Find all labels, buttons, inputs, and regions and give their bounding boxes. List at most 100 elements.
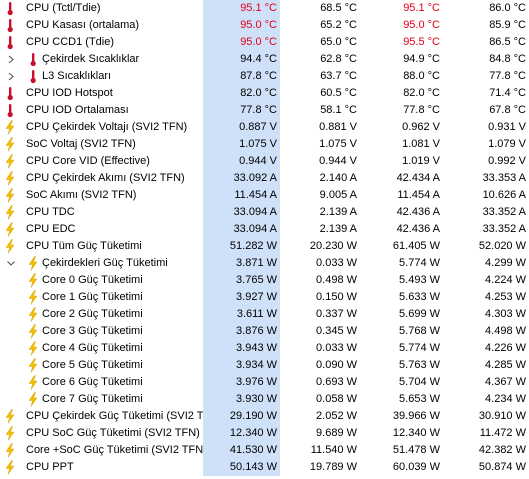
avg-value: 4.253 W [485, 291, 526, 303]
chevron-right-icon[interactable] [6, 68, 16, 85]
sensor-row[interactable]: Core 3 Güç Tüketimi 3.876 W 0.345 W 5.768 W… [0, 323, 529, 340]
current-value: 3.927 W [203, 289, 280, 306]
lightning-bolt-icon [4, 120, 16, 135]
current-value: 33.092 A [203, 170, 280, 187]
max-value: 5.763 W [399, 359, 440, 371]
current-value: 3.943 W [203, 340, 280, 357]
lightning-bolt-icon [4, 188, 16, 203]
avg-value: 84.8 °C [489, 53, 526, 65]
sensor-label: CPU Tüm Güç Tüketimi [26, 240, 142, 252]
sensor-row[interactable]: Core 4 Güç Tüketimi 3.943 W 0.033 W 5.774 W… [0, 340, 529, 357]
sensor-row[interactable]: SoC Voltaj (SVI2 TFN) 1.075 V 1.075 V 1.081… [0, 136, 529, 153]
lightning-bolt-icon [27, 358, 39, 373]
sensor-label: Core 2 Güç Tüketimi [42, 308, 143, 320]
sensor-label: Core 6 Güç Tüketimi [42, 376, 143, 388]
sensor-label: CPU IOD Ortalaması [26, 104, 129, 116]
max-value: 95.5 °C [403, 36, 440, 48]
sensor-name-cell: CPU Çekirdek Akımı (SVI2 TFN) [0, 170, 203, 187]
sensor-row[interactable]: CPU PPT 50.143 W 19.789 W 60.039 W 50.874 W [0, 459, 529, 476]
sensor-row[interactable]: CPU EDC 33.094 A 2.139 A 42.436 A 33.352 A [0, 221, 529, 238]
sensor-row[interactable]: CPU TDC 33.094 A 2.139 A 42.436 A 33.352 A [0, 204, 529, 221]
avg-value: 71.4 °C [489, 87, 526, 99]
min-value: 1.075 V [319, 138, 357, 150]
sensor-row[interactable]: Core 5 Güç Tüketimi 3.934 W 0.090 W 5.763 W… [0, 357, 529, 374]
sensor-row[interactable]: CPU Çekirdek Akımı (SVI2 TFN) 33.092 A 2.1… [0, 170, 529, 187]
sensor-row[interactable]: Core +SoC Güç Tüketimi (SVI2 TFN) 41.530 … [0, 442, 529, 459]
sensor-row[interactable]: Core 0 Güç Tüketimi 3.765 W 0.498 W 5.493 W… [0, 272, 529, 289]
sensor-row[interactable]: CPU Çekirdek Voltajı (SVI2 TFN) 0.887 V 0.… [0, 119, 529, 136]
sensor-label: CPU CCD1 (Tdie) [26, 36, 115, 48]
min-value: 2.140 A [319, 172, 357, 184]
avg-value: 86.5 °C [489, 36, 526, 48]
max-value: 5.774 W [399, 342, 440, 354]
lightning-bolt-icon [27, 290, 39, 305]
sensor-row[interactable]: CPU IOD Ortalaması 77.8 °C 58.1 °C 77.8 °C 6… [0, 102, 529, 119]
max-value: 61.405 W [392, 240, 440, 252]
lightning-bolt-icon [4, 154, 16, 169]
avg-value: 1.079 V [488, 138, 526, 150]
max-value: 5.653 W [399, 393, 440, 405]
sensor-row[interactable]: Core 6 Güç Tüketimi 3.976 W 0.693 W 5.704 W… [0, 374, 529, 391]
sensor-name-cell: Core 3 Güç Tüketimi [0, 323, 203, 340]
min-value: 0.058 W [316, 393, 357, 405]
sensor-row[interactable]: CPU Tüm Güç Tüketimi 51.282 W 20.230 W 61.4… [0, 238, 529, 255]
sensor-label: L3 Sıcaklıkları [42, 70, 112, 82]
sensor-row[interactable]: SoC Akımı (SVI2 TFN) 11.454 A 9.005 A 11.45… [0, 187, 529, 204]
sensor-name-cell: Core 5 Güç Tüketimi [0, 357, 203, 374]
sensor-name-cell: CPU IOD Ortalaması [0, 102, 203, 119]
chevron-right-icon[interactable] [6, 51, 16, 68]
sensor-name-cell: CPU Tüm Güç Tüketimi [0, 238, 203, 255]
sensor-name-cell: CPU Core VID (Effective) [0, 153, 203, 170]
avg-value: 77.8 °C [489, 70, 526, 82]
sensor-row[interactable]: CPU Kasası (ortalama) 95.0 °C 65.2 °C 95.0 … [0, 17, 529, 34]
current-value: 29.190 W [203, 408, 280, 425]
current-value: 50.143 W [203, 459, 280, 476]
lightning-bolt-icon [4, 171, 16, 186]
lightning-bolt-icon [27, 307, 39, 322]
max-value: 77.8 °C [403, 104, 440, 116]
sensor-label: CPU PPT [26, 461, 74, 473]
current-value: 51.282 W [203, 238, 280, 255]
current-value: 77.8 °C [203, 102, 280, 119]
sensor-row[interactable]: Çekirdekleri Güç Tüketimi 3.871 W 0.033 W 5… [0, 255, 529, 272]
sensor-row[interactable]: CPU Çekirdek Güç Tüketimi (SVI2 TFN) 29.1… [0, 408, 529, 425]
sensor-row[interactable]: CPU (Tctl/Tdie) 95.1 °C 68.5 °C 95.1 °C 86.0… [0, 0, 529, 17]
sensor-row[interactable]: CPU CCD1 (Tdie) 95.0 °C 65.0 °C 95.5 °C 86.5… [0, 34, 529, 51]
max-value: 42.436 A [396, 223, 440, 235]
sensor-name-cell: Çekirdekleri Güç Tüketimi [0, 255, 203, 272]
sensor-label: Core 1 Güç Tüketimi [42, 291, 143, 303]
sensor-name-cell: CPU Kasası (ortalama) [0, 17, 203, 34]
sensor-row[interactable]: Çekirdek Sıcaklıklar 94.4 °C 62.8 °C 94.9 °… [0, 51, 529, 68]
sensor-row[interactable]: Core 1 Güç Tüketimi 3.927 W 0.150 W 5.633 W… [0, 289, 529, 306]
max-value: 51.478 W [392, 444, 440, 456]
current-value: 95.0 °C [203, 17, 280, 34]
sensor-label: CPU Çekirdek Akımı (SVI2 TFN) [26, 172, 185, 184]
avg-value: 4.226 W [485, 342, 526, 354]
sensor-row[interactable]: Core 2 Güç Tüketimi 3.611 W 0.337 W 5.699 W… [0, 306, 529, 323]
sensor-row[interactable]: Core 7 Güç Tüketimi 3.930 W 0.058 W 5.653 W… [0, 391, 529, 408]
current-value: 94.4 °C [203, 51, 280, 68]
max-value: 5.633 W [399, 291, 440, 303]
sensor-row[interactable]: CPU IOD Hotspot 82.0 °C 60.5 °C 82.0 °C 71.4… [0, 85, 529, 102]
lightning-bolt-icon [4, 426, 16, 441]
sensor-row[interactable]: CPU Core VID (Effective) 0.944 V 0.944 V 1.… [0, 153, 529, 170]
sensor-row[interactable]: L3 Sıcaklıkları 87.8 °C 63.7 °C 88.0 °C 77.8… [0, 68, 529, 85]
sensor-label: CPU (Tctl/Tdie) [26, 2, 101, 14]
max-value: 5.774 W [399, 257, 440, 269]
sensor-name-cell: Çekirdek Sıcaklıklar [0, 51, 203, 68]
sensor-label: CPU Çekirdek Güç Tüketimi (SVI2 TFN) [26, 410, 203, 422]
min-value: 58.1 °C [320, 104, 357, 116]
avg-value: 52.020 W [478, 240, 526, 252]
avg-value: 67.8 °C [489, 104, 526, 116]
min-value: 20.230 W [309, 240, 357, 252]
max-value: 42.434 A [396, 172, 440, 184]
sensor-name-cell: CPU Çekirdek Voltajı (SVI2 TFN) [0, 119, 203, 136]
sensor-label: Core 7 Güç Tüketimi [42, 393, 143, 405]
current-value: 0.944 V [203, 153, 280, 170]
chevron-down-icon[interactable] [6, 255, 16, 272]
max-value: 5.768 W [399, 325, 440, 337]
sensor-name-cell: L3 Sıcaklıkları [0, 68, 203, 85]
avg-value: 33.353 A [482, 172, 526, 184]
max-value: 0.962 V [402, 121, 440, 133]
